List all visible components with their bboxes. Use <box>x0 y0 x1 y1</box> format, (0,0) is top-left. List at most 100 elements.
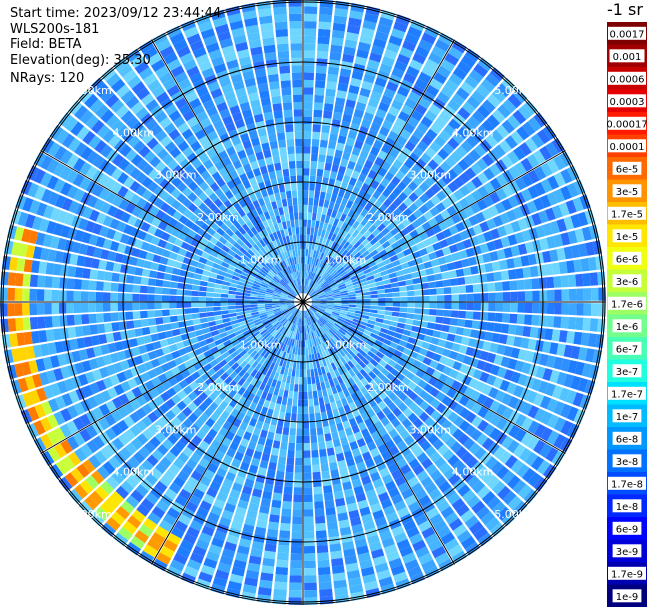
ppi-cell <box>148 423 160 436</box>
ppi-cell <box>288 305 295 310</box>
ppi-cell <box>560 185 572 201</box>
ppi-cell <box>257 197 266 207</box>
ppi-cell <box>292 289 298 296</box>
ppi-cell <box>419 231 429 241</box>
ppi-cell <box>403 435 415 446</box>
ppi-cell <box>418 204 429 215</box>
ppi-cell <box>282 328 288 336</box>
ppi-cell <box>344 318 353 324</box>
ppi-cell <box>497 104 511 119</box>
ppi-cell <box>230 279 239 285</box>
ppi-cell <box>209 359 219 368</box>
ppi-cell <box>74 267 84 278</box>
ppi-cell <box>260 391 268 400</box>
ppi-cell <box>345 99 356 109</box>
ppi-cell <box>326 372 333 381</box>
ppi-cell <box>82 130 96 145</box>
range-label: 1.00km <box>325 254 367 267</box>
ppi-cell <box>567 360 578 374</box>
ppi-cell <box>345 352 354 361</box>
colorbar-tick-bg <box>608 26 646 40</box>
ppi-cell <box>216 416 226 427</box>
ppi-cell <box>356 156 366 166</box>
ppi-cell <box>227 358 236 367</box>
ppi-cell <box>470 429 483 442</box>
ppi-cell <box>330 269 337 277</box>
ppi-cell <box>446 423 458 436</box>
ppi-cell <box>243 399 252 408</box>
ppi-cell <box>289 168 296 176</box>
ppi-cell <box>117 406 129 419</box>
ppi-cell <box>254 264 262 271</box>
ppi-cell <box>321 253 327 262</box>
ppi-cell <box>508 269 517 280</box>
ppi-cell <box>261 142 270 152</box>
ppi-cell <box>448 473 461 486</box>
ppi-cell <box>179 434 191 446</box>
ppi-cell <box>282 236 288 245</box>
ppi-cell <box>262 279 270 285</box>
ppi-cell <box>393 571 408 583</box>
ppi-cell <box>521 173 534 187</box>
ppi-cell <box>250 269 259 276</box>
ppi-cell <box>324 162 332 171</box>
ppi-cell <box>330 314 338 320</box>
ppi-cell <box>345 243 354 252</box>
ppi-cell <box>203 159 214 170</box>
ppi-cell <box>439 239 449 249</box>
ppi-cell <box>279 299 287 302</box>
ppi-cell <box>231 257 240 265</box>
ppi-cell <box>342 174 351 184</box>
ppi-cell <box>282 319 288 327</box>
ppi-cell <box>344 280 353 286</box>
ppi-cell <box>468 338 477 348</box>
ppi-cell <box>165 183 176 194</box>
ppi-cell <box>340 397 349 407</box>
ppi-cell <box>502 313 511 323</box>
ppi-cell <box>167 360 177 369</box>
ppi-cell <box>355 289 363 294</box>
ppi-cell <box>276 199 283 208</box>
ppi-cell <box>68 200 80 214</box>
ppi-cell <box>73 314 82 326</box>
ppi-cell <box>203 434 214 445</box>
ppi-cell <box>117 185 129 198</box>
ppi-cell <box>168 482 182 494</box>
ppi-cell <box>402 329 411 337</box>
ppi-cell <box>299 369 303 378</box>
ppi-cell <box>412 359 423 369</box>
ppi-cell <box>135 107 149 120</box>
ppi-cell <box>210 222 220 232</box>
ppi-cell <box>566 182 579 198</box>
ppi-cell <box>143 260 153 269</box>
ppi-cell <box>180 225 191 235</box>
ppi-cell <box>159 456 172 469</box>
ppi-cell <box>397 111 410 122</box>
ppi-cell <box>328 394 335 403</box>
ppi-cell <box>320 261 326 269</box>
ppi-cell <box>330 370 337 379</box>
ppi-cell <box>154 228 164 238</box>
ppi-cell <box>199 181 209 192</box>
ppi-cell <box>174 221 185 231</box>
ppi-cell <box>289 21 302 29</box>
ppi-cell <box>242 10 257 20</box>
ppi-cell <box>329 424 338 433</box>
ppi-cell <box>501 77 517 93</box>
ppi-cell <box>147 310 156 318</box>
ppi-cell <box>294 219 299 228</box>
ppi-cell <box>123 369 134 380</box>
ppi-cell <box>445 358 456 368</box>
ppi-cell <box>280 293 288 297</box>
ppi-cell <box>219 213 228 223</box>
ppi-cell <box>324 95 335 105</box>
ppi-cell <box>325 403 332 412</box>
ppi-cell <box>425 245 435 254</box>
ppi-cell <box>318 307 326 311</box>
ppi-cell <box>297 197 303 205</box>
ppi-cell <box>377 372 386 381</box>
ppi-cell <box>244 17 258 27</box>
ppi-cell <box>291 190 298 198</box>
ppi-cell <box>554 303 562 315</box>
ppi-cell <box>361 428 370 438</box>
